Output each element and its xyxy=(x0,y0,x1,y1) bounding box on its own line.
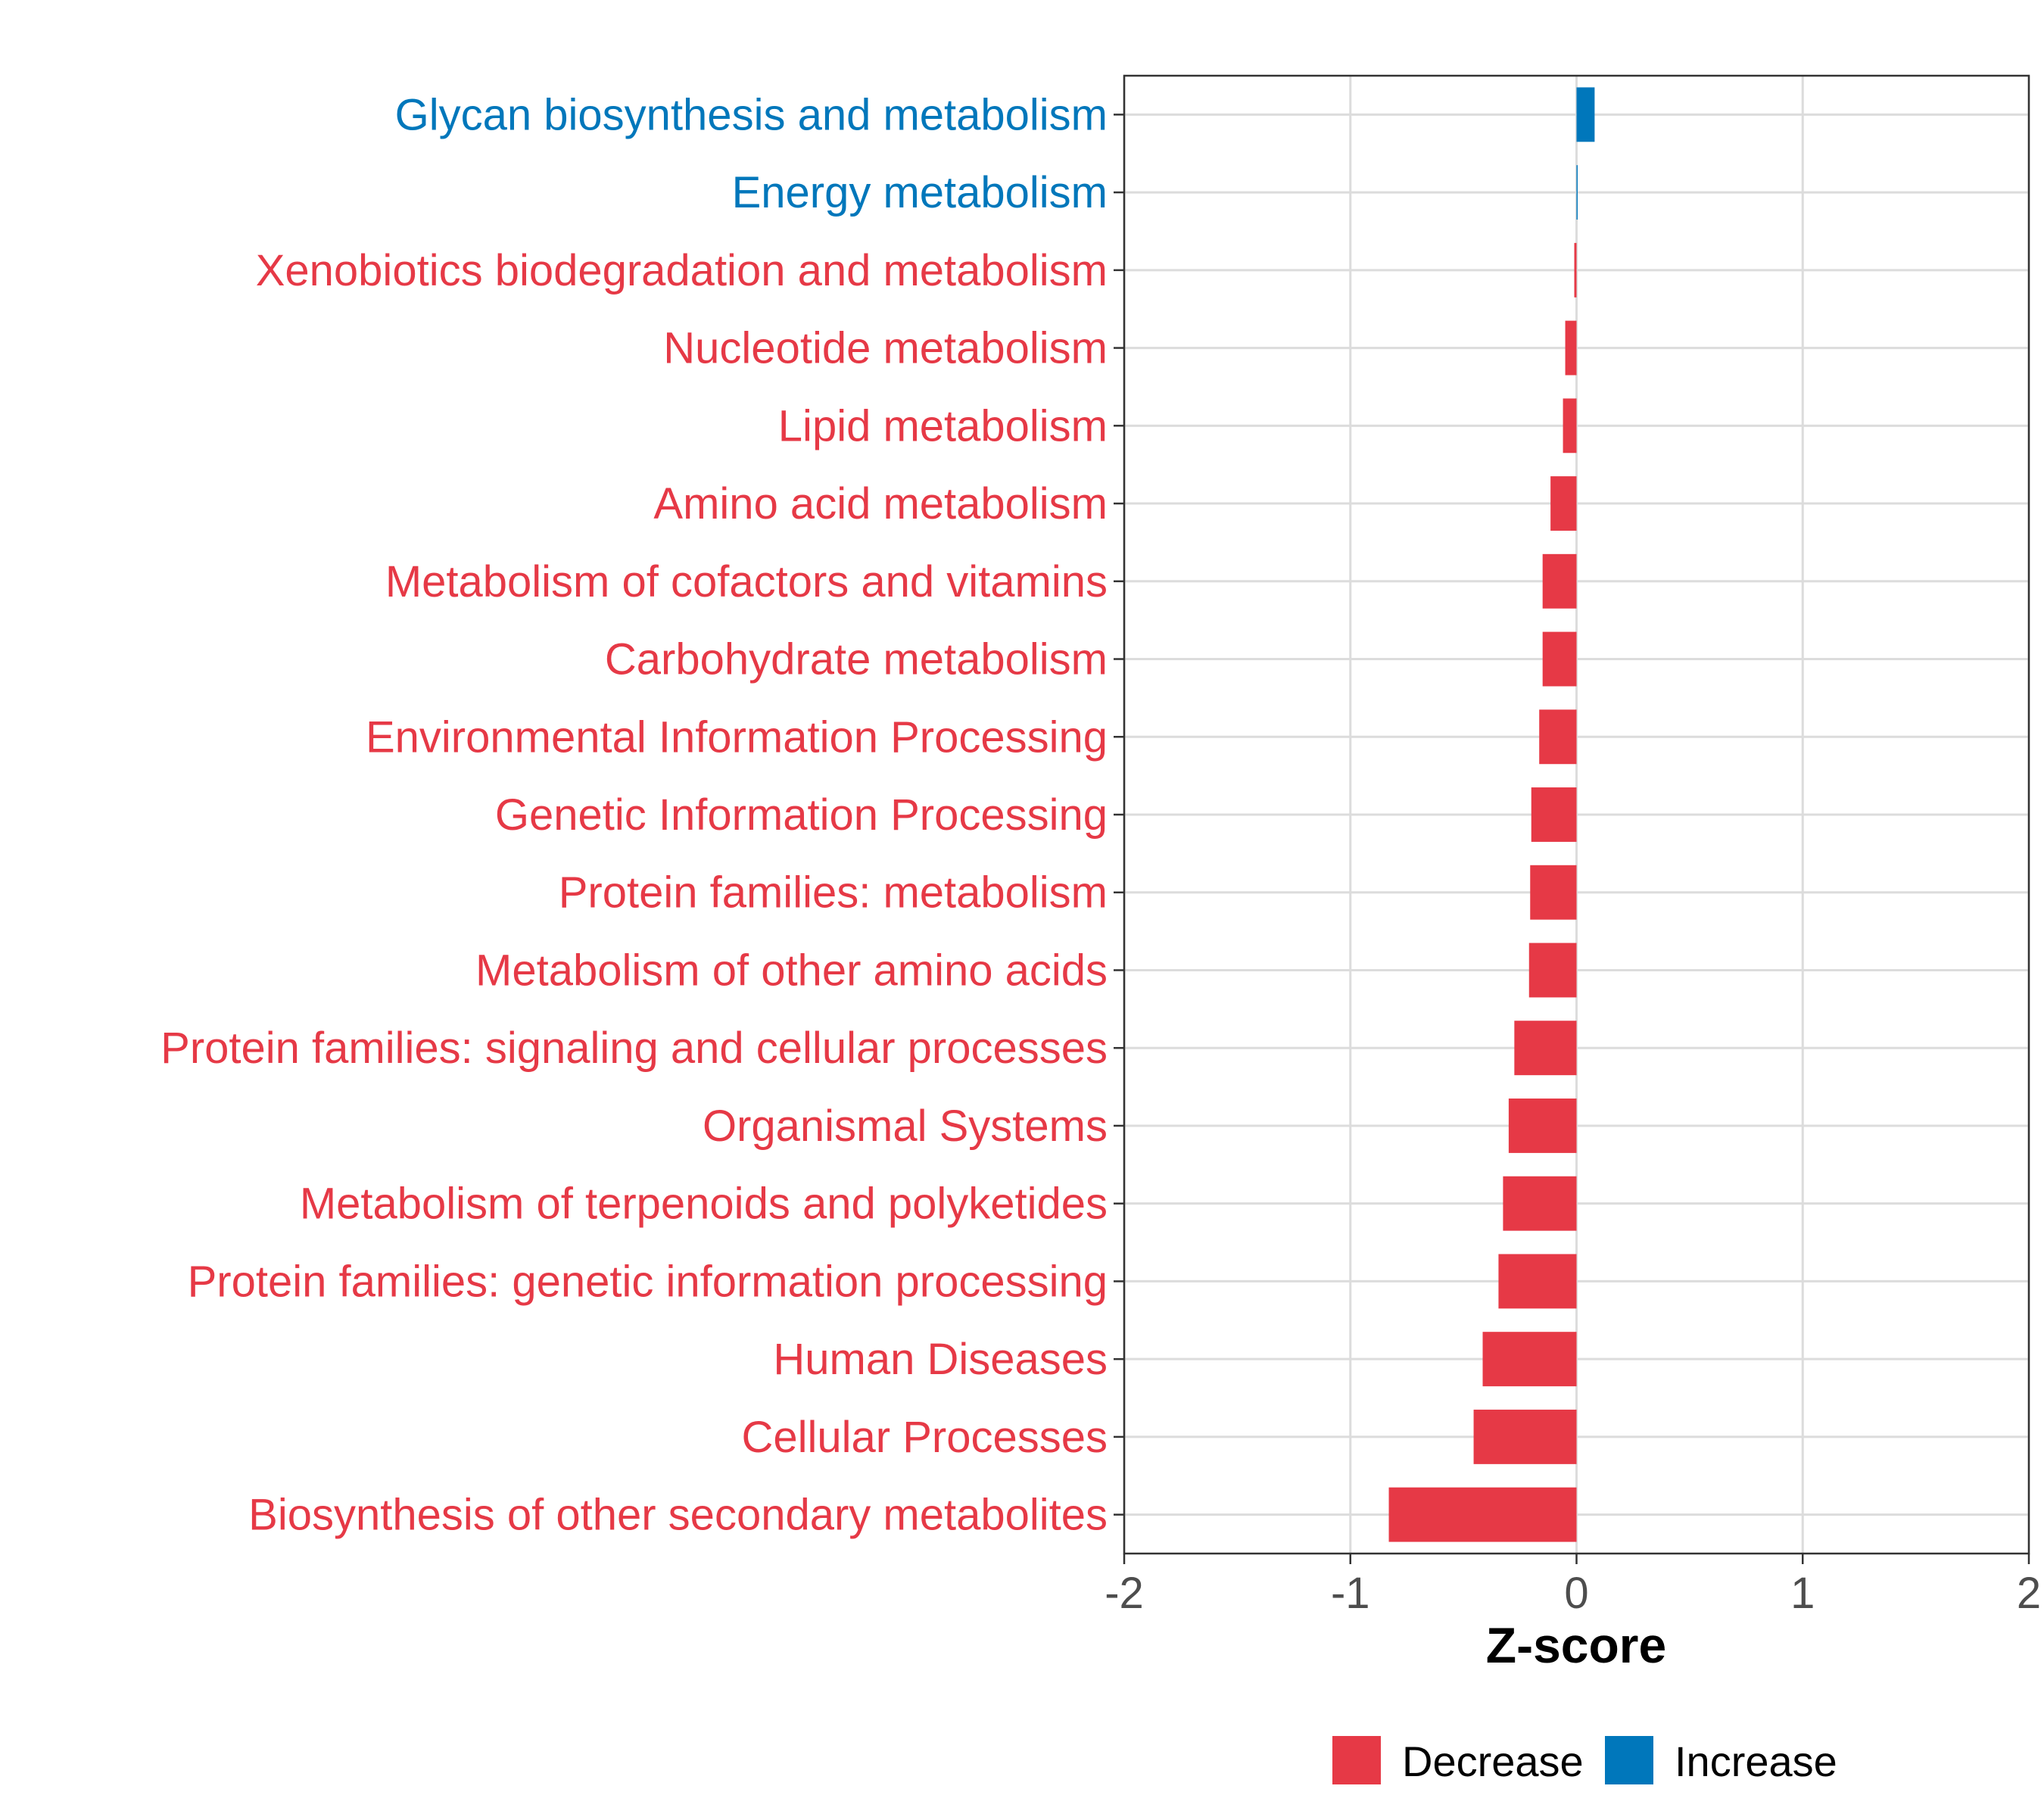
x-axis-ticks: -2 -1 0 1 2 xyxy=(1105,1554,2041,1618)
bar xyxy=(1514,1021,1577,1076)
bar xyxy=(1576,165,1578,220)
x-axis-title: Z-score xyxy=(1486,1617,1666,1673)
bar xyxy=(1565,320,1577,376)
bar xyxy=(1576,87,1595,142)
legend-swatch xyxy=(1332,1736,1381,1784)
x-tick-label: 2 xyxy=(2017,1569,2041,1618)
bar xyxy=(1528,943,1577,998)
y-tick-label: Energy metabolism xyxy=(732,168,1108,217)
y-tick-label: Environmental Information Processing xyxy=(366,712,1108,762)
y-tick-label: Organismal Systems xyxy=(703,1102,1108,1151)
bar xyxy=(1503,1176,1577,1231)
y-tick-label: Metabolism of cofactors and vitamins xyxy=(385,557,1108,606)
legend-label: Increase xyxy=(1675,1738,1837,1785)
y-tick-label: Metabolism of terpenoids and polyketides xyxy=(300,1180,1108,1229)
bar xyxy=(1574,242,1577,298)
bars xyxy=(1388,87,1595,1542)
y-axis-ticks: Glycan biosynthesis and metabolism Energy… xyxy=(160,90,1124,1540)
bar xyxy=(1542,631,1577,687)
y-tick-label: Human Diseases xyxy=(773,1335,1108,1384)
x-tick-label: 0 xyxy=(1564,1569,1588,1618)
y-tick-label: Metabolism of other amino acids xyxy=(475,946,1108,995)
legend: Decrease Increase xyxy=(1332,1736,1837,1785)
bar xyxy=(1473,1409,1577,1464)
x-tick-label: -1 xyxy=(1331,1569,1370,1618)
bar xyxy=(1542,553,1577,609)
bar xyxy=(1550,476,1577,531)
bar xyxy=(1482,1332,1577,1387)
y-tick-label: Nucleotide metabolism xyxy=(663,324,1108,373)
y-tick-label: Protein families: genetic information pr… xyxy=(188,1257,1108,1306)
y-tick-label: Biosynthesis of other secondary metaboli… xyxy=(248,1491,1108,1540)
bar xyxy=(1388,1487,1577,1542)
legend-label: Decrease xyxy=(1402,1738,1584,1785)
y-tick-label: Glycan biosynthesis and metabolism xyxy=(395,90,1108,139)
y-tick-label: Genetic Information Processing xyxy=(495,790,1108,840)
y-tick-label: Lipid metabolism xyxy=(778,401,1108,450)
y-tick-label: Xenobiotics biodegradation and metabolis… xyxy=(256,246,1108,295)
bar xyxy=(1530,865,1577,920)
bar xyxy=(1498,1254,1577,1309)
y-tick-label: Cellular Processes xyxy=(741,1413,1108,1462)
legend-swatch xyxy=(1605,1736,1653,1784)
x-tick-label: 1 xyxy=(1790,1569,1815,1618)
bar xyxy=(1531,787,1577,842)
y-tick-label: Carbohydrate metabolism xyxy=(605,635,1108,684)
y-tick-label: Amino acid metabolism xyxy=(653,479,1108,528)
x-tick-label: -2 xyxy=(1105,1569,1144,1618)
y-tick-label: Protein families: metabolism xyxy=(559,868,1108,918)
y-tick-label: Protein families: signaling and cellular… xyxy=(160,1024,1108,1073)
bar xyxy=(1508,1098,1577,1153)
bar xyxy=(1563,398,1577,453)
bar xyxy=(1539,709,1577,765)
